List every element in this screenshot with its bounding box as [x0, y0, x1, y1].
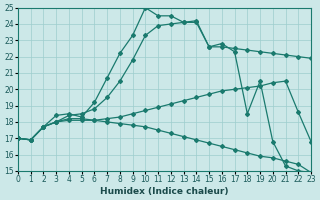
X-axis label: Humidex (Indice chaleur): Humidex (Indice chaleur) [100, 187, 229, 196]
